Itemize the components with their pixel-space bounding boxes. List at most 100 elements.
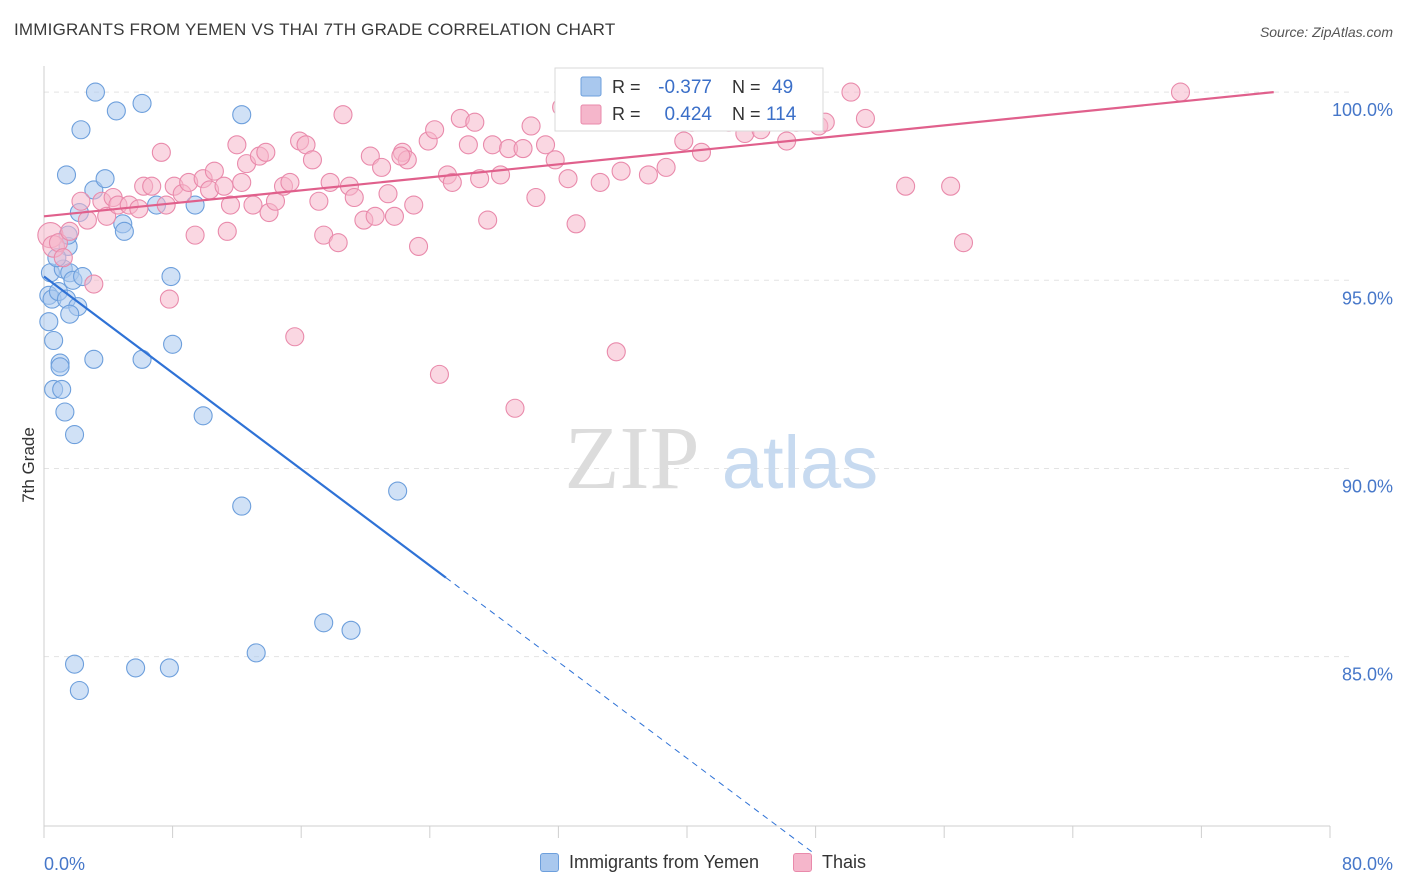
point-thais xyxy=(151,142,171,162)
point-thais xyxy=(590,172,610,192)
legend-r-label-thais: R = xyxy=(612,104,641,124)
point-yemen xyxy=(232,496,252,516)
point-thais xyxy=(465,112,485,132)
point-thais xyxy=(328,233,348,253)
point-yemen xyxy=(314,613,334,633)
y-tick-label: 100.0% xyxy=(1332,100,1393,120)
point-thais xyxy=(408,236,429,256)
point-yemen xyxy=(341,620,361,640)
legend-n-value-thais: 114 xyxy=(766,104,797,125)
legend-swatch-thais xyxy=(580,104,602,125)
point-thais xyxy=(365,206,385,226)
point-yemen xyxy=(106,101,126,121)
watermark-atlas: atlas xyxy=(722,421,878,504)
legend-r-value-thais: 0.424 xyxy=(664,104,712,125)
point-yemen xyxy=(132,93,152,113)
point-thais xyxy=(513,139,533,159)
point-thais xyxy=(60,221,80,241)
chart-title: IMMIGRANTS FROM YEMEN VS THAI 7TH GRADE … xyxy=(14,20,616,39)
point-thais xyxy=(285,327,305,347)
point-thais xyxy=(656,157,676,177)
point-yemen xyxy=(69,680,89,701)
point-yemen xyxy=(114,221,134,241)
bottom-legend-item-thais[interactable]: Thais xyxy=(793,852,866,873)
point-thais xyxy=(372,157,392,177)
point-thais xyxy=(378,184,398,204)
point-thais xyxy=(611,161,631,181)
point-thais xyxy=(429,364,449,384)
point-thais xyxy=(521,116,541,136)
y-axis-title: 7th Grade xyxy=(19,427,38,503)
point-yemen xyxy=(161,266,181,287)
point-thais xyxy=(482,135,503,155)
point-thais xyxy=(391,146,411,166)
trend-line-yemen xyxy=(43,275,447,579)
point-thais xyxy=(129,199,149,219)
watermark-zip: ZIP xyxy=(565,409,700,508)
point-yemen xyxy=(71,120,91,140)
point-thais xyxy=(478,210,498,230)
point-thais xyxy=(953,233,974,253)
point-thais xyxy=(526,187,546,208)
point-thais xyxy=(606,342,626,362)
point-yemen xyxy=(60,304,80,324)
point-thais xyxy=(638,165,658,185)
point-thais xyxy=(442,172,462,192)
y-tick-labels: 85.0% 90.0% 95.0% 100.0% xyxy=(1332,100,1393,685)
point-yemen xyxy=(84,349,104,369)
legend-n-label-yemen: N = xyxy=(732,77,761,97)
y-tick-label: 95.0% xyxy=(1342,288,1393,308)
point-yemen xyxy=(56,165,77,185)
axis-layer xyxy=(43,66,1331,838)
point-thais xyxy=(214,176,234,196)
point-thais xyxy=(425,120,445,140)
point-thais xyxy=(1170,82,1191,102)
point-thais xyxy=(674,131,694,151)
point-thais xyxy=(841,82,861,102)
point-yemen xyxy=(193,406,213,426)
legend-r-label-yemen: R = xyxy=(612,77,641,97)
point-yemen xyxy=(126,658,146,678)
point-yemen xyxy=(64,654,85,674)
trend-layer xyxy=(43,91,1274,856)
point-thais xyxy=(217,221,237,241)
source-label: Source: ZipAtlas.com xyxy=(1259,24,1393,40)
bottom-legend-label-thais: Thais xyxy=(822,852,867,872)
point-yemen xyxy=(52,379,72,399)
point-thais xyxy=(256,142,276,162)
point-thais xyxy=(360,146,380,166)
point-thais xyxy=(185,225,205,245)
point-thais xyxy=(84,274,104,294)
point-yemen xyxy=(246,643,266,663)
legend-box: R = -0.377 N = 49 R = 0.424 N = 114 xyxy=(554,67,824,132)
legend-n-label-thais: N = xyxy=(732,104,761,124)
point-yemen xyxy=(95,169,115,189)
point-thais xyxy=(53,248,73,268)
point-thais xyxy=(302,150,323,170)
legend-swatch-yemen xyxy=(580,76,602,97)
point-yemen xyxy=(232,105,252,125)
point-thais xyxy=(243,195,263,215)
point-thais xyxy=(280,172,300,192)
point-yemen xyxy=(85,82,105,102)
point-thais xyxy=(159,289,179,309)
point-thais xyxy=(204,161,224,181)
point-thais xyxy=(505,398,525,418)
point-thais xyxy=(384,206,404,226)
x-tick-label-max: 80.0% xyxy=(1342,854,1393,874)
bottom-legend-swatch-yemen xyxy=(539,853,559,872)
point-yemen xyxy=(64,425,85,445)
point-thais xyxy=(855,108,875,129)
points-layer xyxy=(37,82,1191,701)
point-thais xyxy=(896,176,916,196)
trend-line-thais xyxy=(43,91,1274,218)
trend-line-yemen-extension xyxy=(445,577,816,856)
y-tick-label: 90.0% xyxy=(1342,476,1393,496)
bottom-legend-item-yemen[interactable]: Immigrants from Yemen xyxy=(539,852,759,873)
point-thais xyxy=(309,191,329,211)
bottom-legend-swatch-thais xyxy=(793,853,813,872)
point-thais xyxy=(97,206,117,226)
point-thais xyxy=(227,135,247,155)
point-yemen xyxy=(55,402,75,422)
